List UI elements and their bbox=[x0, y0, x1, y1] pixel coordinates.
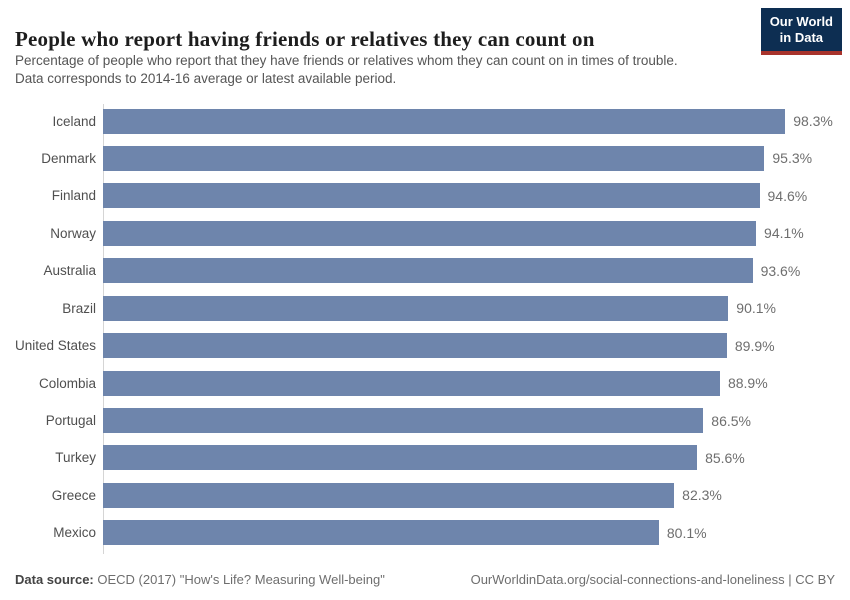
bar-track: 85.6% bbox=[103, 445, 745, 471]
bar-track: 94.1% bbox=[103, 220, 804, 246]
data-source: Data source: OECD (2017) "How's Life? Me… bbox=[15, 572, 385, 587]
value-label: 90.1% bbox=[736, 300, 776, 317]
page-title: People who report having friends or rela… bbox=[15, 27, 595, 52]
bar-row: Greece 82.3% bbox=[0, 482, 833, 508]
owid-logo-line-1: Our World bbox=[769, 14, 833, 29]
bar-track: 88.9% bbox=[103, 370, 768, 396]
country-label: Portugal bbox=[45, 413, 96, 428]
bar[interactable] bbox=[103, 145, 765, 171]
bar[interactable] bbox=[103, 520, 659, 546]
bar[interactable] bbox=[103, 258, 753, 284]
chart-subtitle: Percentage of people who report that the… bbox=[15, 52, 678, 89]
value-label: 89.9% bbox=[734, 337, 775, 354]
bar-track: 90.1% bbox=[103, 295, 776, 321]
y-axis-line bbox=[103, 104, 104, 554]
value-label: 86.5% bbox=[711, 412, 751, 429]
bar-row: Finland 94.6% bbox=[0, 183, 833, 209]
bar[interactable] bbox=[103, 295, 729, 321]
data-source-text: OECD (2017) "How's Life? Measuring Well-… bbox=[93, 572, 385, 587]
bar-chart: Iceland 98.3% Denmark 95.3% Finland 94.6… bbox=[0, 108, 833, 546]
bar-row: United States 89.9% bbox=[0, 333, 833, 359]
bar-track: 93.6% bbox=[103, 258, 801, 284]
subtitle-line-1: Percentage of people who report that the… bbox=[15, 53, 678, 68]
country-label: Iceland bbox=[52, 113, 96, 129]
bar-track: 95.3% bbox=[103, 145, 813, 171]
bar-row: Australia 93.6% bbox=[0, 258, 833, 284]
data-source-label: Data source: bbox=[15, 572, 94, 587]
bar[interactable] bbox=[103, 482, 675, 508]
owid-logo-line-2: in Data bbox=[779, 30, 824, 46]
bar-row: Colombia 88.9% bbox=[0, 370, 833, 396]
country-label: Turkey bbox=[55, 450, 96, 466]
country-label: Australia bbox=[43, 263, 96, 279]
bar-row: Iceland 98.3% bbox=[0, 108, 833, 134]
bar[interactable] bbox=[103, 220, 757, 246]
owid-logo[interactable]: Our World in Data bbox=[760, 8, 842, 55]
country-label: United States bbox=[14, 338, 96, 354]
value-label: 85.6% bbox=[705, 449, 745, 466]
subtitle-line-2: Data corresponds to 2014-16 average or l… bbox=[15, 71, 397, 87]
bar-track: 82.3% bbox=[103, 482, 722, 508]
bar-row: Portugal 86.5% bbox=[0, 408, 833, 433]
country-label: Finland bbox=[51, 188, 96, 204]
value-label: 93.6% bbox=[760, 262, 801, 279]
value-label: 88.9% bbox=[727, 375, 768, 392]
country-label: Norway bbox=[50, 225, 96, 241]
bar-track: 98.3% bbox=[103, 108, 833, 134]
bar-row: Brazil 90.1% bbox=[0, 295, 833, 321]
bar[interactable] bbox=[103, 333, 727, 359]
bar-row: Denmark 95.3% bbox=[0, 145, 833, 171]
value-label: 80.1% bbox=[666, 524, 707, 541]
bar-track: 86.5% bbox=[103, 408, 751, 433]
bar[interactable] bbox=[103, 408, 704, 433]
country-label: Mexico bbox=[53, 525, 96, 541]
bar[interactable] bbox=[103, 108, 786, 134]
value-label: 95.3% bbox=[772, 150, 813, 167]
country-label: Brazil bbox=[62, 300, 96, 316]
owid-link[interactable]: OurWorldinData.org/social-connections-an… bbox=[470, 572, 835, 587]
country-label: Denmark bbox=[41, 150, 96, 166]
bar-track: 89.9% bbox=[103, 333, 775, 359]
bar-row: Norway 94.1% bbox=[0, 220, 833, 246]
chart-footer: Data source: OECD (2017) "How's Life? Me… bbox=[15, 572, 835, 587]
value-label: 94.1% bbox=[764, 225, 804, 242]
bar-track: 94.6% bbox=[103, 183, 808, 209]
bar[interactable] bbox=[103, 445, 698, 471]
country-label: Greece bbox=[51, 487, 96, 503]
country-label: Colombia bbox=[38, 375, 96, 391]
bar-row: Turkey 85.6% bbox=[0, 445, 833, 471]
value-label: 82.3% bbox=[682, 487, 722, 504]
value-label: 98.3% bbox=[793, 113, 833, 129]
bar-track: 80.1% bbox=[103, 520, 707, 546]
bar-row: Mexico 80.1% bbox=[0, 520, 833, 546]
bar[interactable] bbox=[103, 370, 720, 396]
bar[interactable] bbox=[103, 183, 760, 209]
value-label: 94.6% bbox=[767, 187, 808, 204]
